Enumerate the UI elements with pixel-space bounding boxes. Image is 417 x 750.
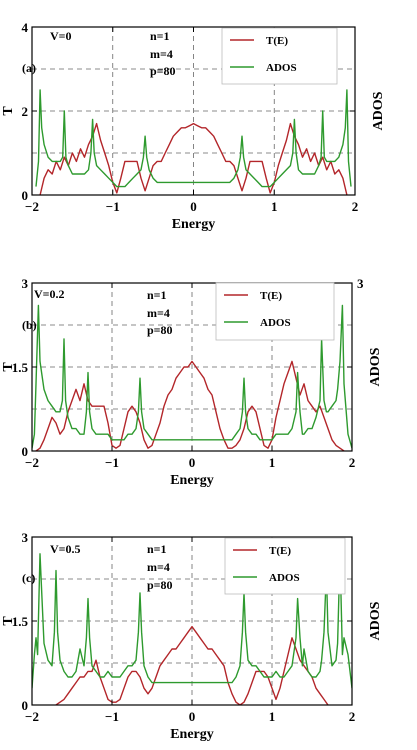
y-axis-title: T xyxy=(1,362,16,372)
x-axis-title: Energy xyxy=(170,727,214,742)
parameter-annotation: n=1 xyxy=(147,542,167,556)
x-tick-label: 2 xyxy=(352,199,359,214)
x-tick-label: 2 xyxy=(349,709,356,724)
legend-box xyxy=(224,537,346,595)
parameter-annotation: m=4 xyxy=(150,47,173,61)
legend-box xyxy=(215,282,335,341)
parameter-annotation: V=0.5 xyxy=(50,542,81,556)
chart-panel-2: −2 −1 0 1 2 0 1.5 3 3 Energy T ADOS (b) V=0.2 n=1 m=4 p=… xyxy=(1,276,383,488)
x-tick-label: 0 xyxy=(190,199,197,214)
y-tick-label: 0 xyxy=(22,444,29,459)
x-tick-label: 2 xyxy=(349,455,356,470)
x-tick-label: 1 xyxy=(269,455,276,470)
parameter-annotation: p=80 xyxy=(147,323,173,337)
x-tick-label: 1 xyxy=(271,199,278,214)
chart-panel-3: −2 −1 0 1 2 0 1.5 3 Energy T ADOS (c) V=0.5 n=1 m=4 p=8… xyxy=(1,530,383,742)
parameter-annotation: n=1 xyxy=(147,288,167,302)
x-tick-label: −2 xyxy=(25,199,39,214)
panel-label: (b) xyxy=(22,318,37,332)
y-tick-label: 0 xyxy=(22,698,29,713)
parameter-annotation: V=0 xyxy=(50,29,72,43)
x-axis-title: Energy xyxy=(170,473,214,488)
legend-label: ADOS xyxy=(266,62,297,74)
y-tick-label: 3 xyxy=(22,530,29,545)
y-tick-label: 3 xyxy=(22,276,29,291)
y-tick-label: 1.5 xyxy=(12,614,29,629)
y2-axis-title: ADOS xyxy=(368,347,383,386)
series-group xyxy=(35,89,352,195)
parameter-annotation: n=1 xyxy=(150,29,170,43)
y-tick-label: 0 xyxy=(22,188,29,203)
series-group xyxy=(32,304,352,451)
y-axis-title: T xyxy=(1,106,16,116)
x-tick-label: −2 xyxy=(25,455,39,470)
x-tick-label: 1 xyxy=(269,709,276,724)
legend-box xyxy=(221,27,338,85)
y2-tick-label: 3 xyxy=(357,276,364,291)
parameter-annotation: m=4 xyxy=(147,306,170,320)
legend-label: T(E) xyxy=(269,545,291,557)
y-tick-label: 1.5 xyxy=(12,360,29,375)
chart-panel-1: −2 −1 0 1 2 0 2 4 Energy T ADOS (a) V=0 n=1 m=4 p=80 T(E… xyxy=(1,20,386,232)
y-tick-label: 2 xyxy=(22,104,29,119)
panel-label: (c) xyxy=(22,571,35,585)
legend-label: ADOS xyxy=(260,317,291,329)
y-tick-label: 4 xyxy=(22,20,29,35)
x-tick-label: −1 xyxy=(105,455,119,470)
parameter-annotation: V=0.2 xyxy=(34,287,65,301)
x-tick-label: 0 xyxy=(189,455,196,470)
parameter-annotation: p=80 xyxy=(147,578,173,592)
legend-label: T(E) xyxy=(260,290,282,302)
legend-label: T(E) xyxy=(266,35,288,47)
y2-axis-title: ADOS xyxy=(368,601,383,640)
x-axis-title: Energy xyxy=(172,217,216,232)
ados-series-line xyxy=(35,89,352,188)
ados-series-line xyxy=(32,553,352,689)
x-tick-label: 0 xyxy=(189,709,196,724)
parameter-annotation: m=4 xyxy=(147,560,170,574)
x-tick-label: −1 xyxy=(105,709,119,724)
panel-label: (a) xyxy=(22,61,36,75)
y2-axis-title: ADOS xyxy=(371,91,386,130)
x-tick-label: −2 xyxy=(25,709,39,724)
legend-label: ADOS xyxy=(269,572,300,584)
x-tick-label: −1 xyxy=(106,199,120,214)
series-group xyxy=(32,553,352,705)
y-axis-title: T xyxy=(1,616,16,626)
parameter-annotation: p=80 xyxy=(150,64,176,78)
ados-series-line xyxy=(32,304,352,449)
